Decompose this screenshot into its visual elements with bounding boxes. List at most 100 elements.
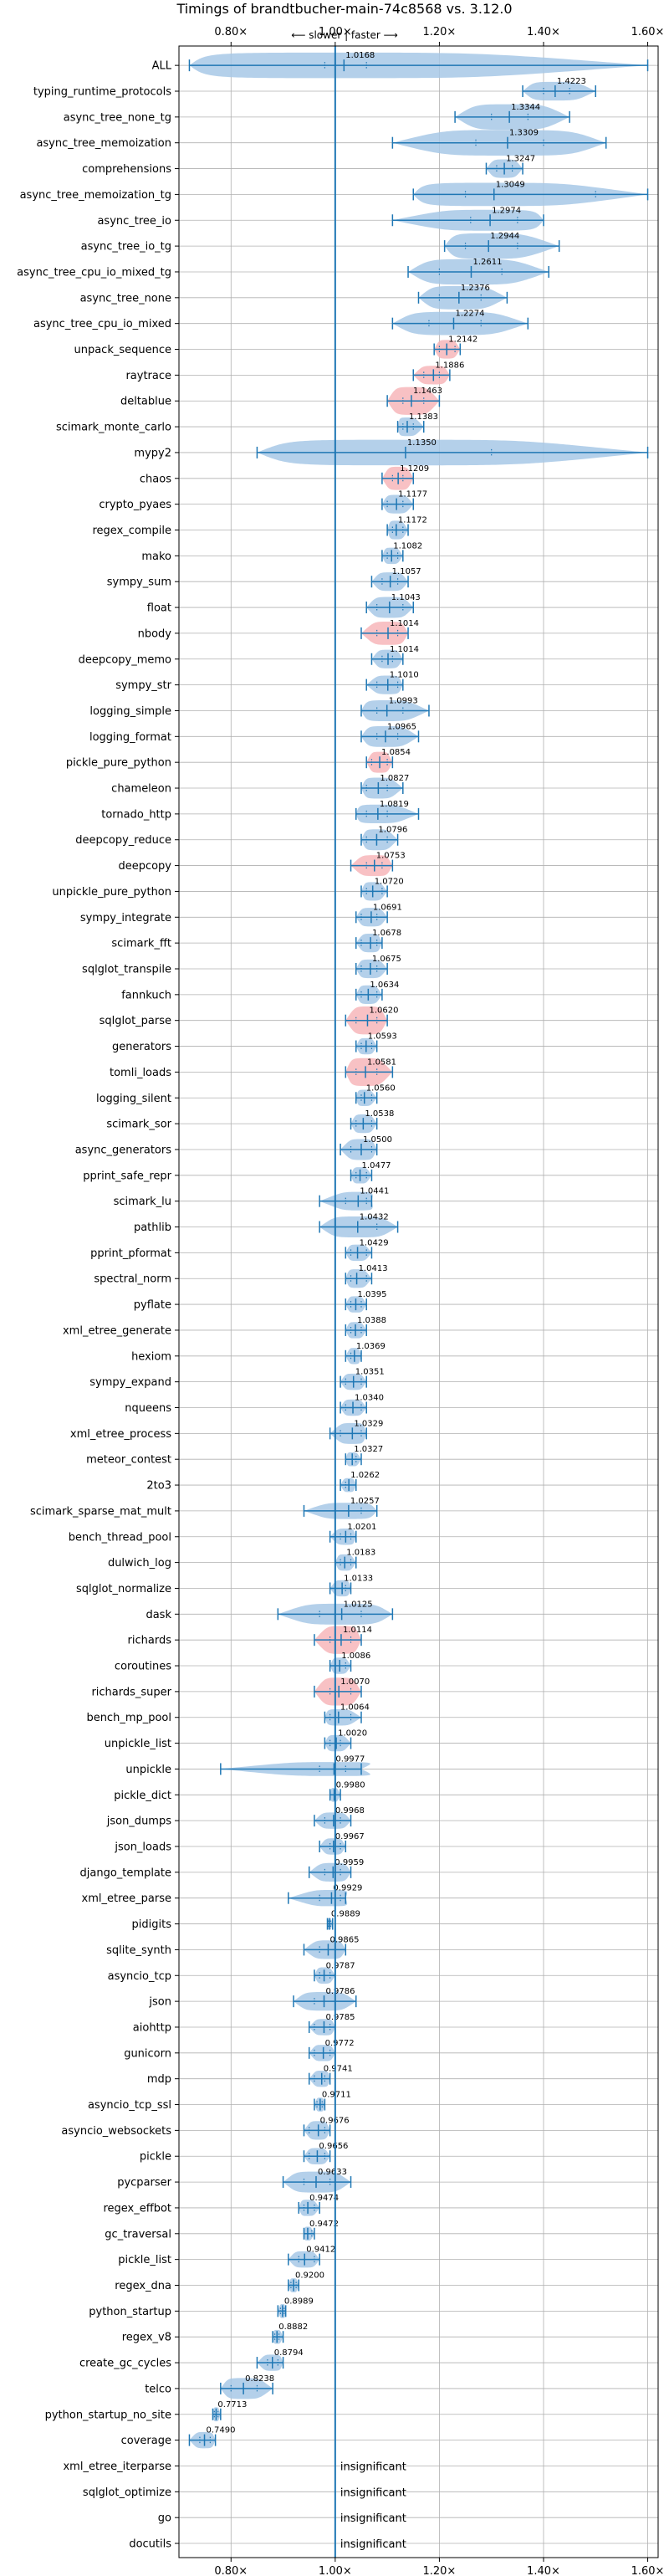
value-label: 0.9787 — [326, 1961, 355, 1970]
value-label: 1.3309 — [509, 129, 539, 138]
value-label: 0.9977 — [335, 1754, 365, 1764]
value-label: 1.0327 — [354, 1445, 383, 1454]
direction-label: ⟵ slower | faster ⟶ — [291, 29, 398, 41]
value-label: 0.8794 — [274, 2348, 304, 2358]
insignificant-note: insignificant — [340, 2538, 406, 2551]
benchmark-label: async_generators — [75, 1144, 172, 1156]
benchmark-label: sympy_sum — [107, 576, 171, 589]
benchmark-label: meteor_contest — [86, 1454, 171, 1467]
x-tick-label-bottom: 1.20× — [422, 2565, 456, 2576]
benchmark-label: nqueens — [125, 1402, 171, 1415]
value-label: 1.1014 — [390, 645, 419, 654]
benchmark-label: mdp — [147, 2073, 171, 2086]
value-label: 1.0329 — [354, 1419, 383, 1428]
value-label: 1.0070 — [340, 1677, 370, 1687]
value-label: 1.1463 — [413, 387, 442, 396]
benchmark-label: 2to3 — [146, 1480, 171, 1493]
benchmark-label: scimark_lu — [114, 1196, 171, 1208]
value-label: 1.0064 — [340, 1703, 370, 1713]
value-label: 1.0125 — [344, 1600, 373, 1609]
value-label: 0.9865 — [329, 1935, 359, 1944]
value-label: 1.0183 — [346, 1549, 375, 1558]
benchmark-label: sympy_expand — [89, 1376, 171, 1389]
benchmark-label: scimark_sor — [106, 1119, 171, 1131]
benchmark-label: pickle — [140, 2151, 171, 2164]
benchmark-label: unpack_sequence — [74, 344, 171, 356]
benchmark-label: json_dumps — [106, 1815, 171, 1828]
value-label: 1.0201 — [347, 1523, 376, 1532]
benchmark-label: dask — [146, 1609, 171, 1621]
value-label: 1.0388 — [357, 1316, 386, 1325]
benchmark-label: pycparser — [117, 2177, 171, 2189]
value-label: 1.2376 — [461, 284, 490, 293]
benchmark-label: asyncio_websockets — [61, 2125, 171, 2138]
benchmark-label: create_gc_cycles — [79, 2358, 171, 2370]
insignificant-note: insignificant — [340, 2486, 406, 2499]
benchmark-label: comprehensions — [82, 163, 171, 176]
benchmark-label: async_tree_memoization — [36, 137, 171, 150]
value-label: 1.0441 — [360, 1187, 389, 1196]
value-label: 1.0560 — [366, 1083, 396, 1093]
value-label: 1.0993 — [389, 696, 418, 705]
benchmark-label: unpickle — [125, 1764, 171, 1776]
value-label: 1.1350 — [407, 438, 437, 448]
value-label: 1.1383 — [409, 412, 438, 422]
benchmark-label: async_tree_io_tg — [81, 241, 171, 254]
benchmark-label: chaos — [140, 473, 171, 485]
value-label: 1.2611 — [472, 258, 502, 267]
benchmark-label: async_tree_io — [97, 215, 171, 228]
value-label: 1.1010 — [390, 671, 419, 680]
benchmark-label: pyflate — [134, 1299, 171, 1312]
value-label: 1.1177 — [398, 490, 427, 499]
value-label: 1.0395 — [357, 1290, 386, 1299]
value-label: 1.4223 — [557, 77, 586, 86]
value-label: 1.3049 — [496, 180, 525, 189]
value-label: 1.0593 — [368, 1032, 397, 1042]
benchmark-rows: ALL 1.0168 typing_runtime_protocols 1.4223 a… — [17, 46, 649, 2558]
x-tick-label-bottom: 1.40× — [527, 2565, 560, 2576]
benchmark-label: nbody — [138, 627, 172, 640]
benchmark-label: async_tree_cpu_io_mixed_tg — [17, 266, 171, 279]
benchmark-label: async_tree_none_tg — [64, 111, 171, 124]
benchmark-label: regex_effbot — [103, 2202, 171, 2215]
benchmark-label: docutils — [129, 2538, 171, 2551]
value-label: 1.0827 — [380, 774, 409, 783]
benchmark-label: sympy_str — [115, 679, 171, 692]
benchmark-label: asyncio_tcp — [108, 1970, 171, 1983]
benchmark-label: sqlglot_transpile — [82, 963, 171, 976]
value-label: 1.0262 — [350, 1471, 380, 1480]
value-label: 1.0340 — [355, 1393, 384, 1402]
benchmark-label: richards — [128, 1635, 172, 1647]
benchmark-label: ALL — [152, 60, 172, 73]
benchmark-label: aiohttp — [133, 2021, 171, 2034]
value-label: 1.0538 — [365, 1109, 394, 1119]
benchmark-label: regex_v8 — [122, 2332, 171, 2344]
value-label: 1.0581 — [367, 1058, 396, 1067]
value-label: 1.0351 — [355, 1368, 385, 1377]
benchmark-label: raytrace — [125, 370, 171, 382]
benchmark-label: sqlite_synth — [106, 1944, 171, 1957]
value-label: 1.0675 — [372, 955, 401, 964]
value-label: 1.0620 — [369, 1006, 398, 1016]
x-axis-ticks: 0.80× 0.80× 1.00× 1.00× 1.20× 1.20× 1.40× 1.40×… — [175, 26, 664, 2576]
benchmark-label: coverage — [121, 2435, 171, 2447]
x-tick-label-top: 1.40× — [527, 26, 560, 38]
benchmark-label: scimark_monte_carlo — [56, 422, 171, 434]
benchmark-label: hexiom — [131, 1350, 171, 1363]
benchmark-label: python_startup — [89, 2306, 171, 2318]
value-label: 0.8238 — [245, 2374, 274, 2384]
value-label: 1.2944 — [490, 232, 519, 241]
benchmark-label: mypy2 — [134, 447, 171, 459]
value-label: 0.9959 — [334, 1858, 364, 1867]
x-tick-label-top: 0.80× — [214, 26, 248, 38]
benchmark-label: async_tree_memoization_tg — [20, 189, 171, 202]
benchmark-label: bench_thread_pool — [69, 1531, 171, 1544]
value-label: 1.1172 — [398, 515, 427, 525]
benchmark-label: xml_etree_generate — [63, 1324, 171, 1337]
benchmark-label: logging_silent — [96, 1093, 171, 1105]
benchmark-label: deltablue — [120, 396, 171, 408]
value-label: 0.9968 — [335, 1806, 365, 1815]
value-label: 0.8882 — [278, 2322, 308, 2332]
benchmark-label: generators — [112, 1041, 171, 1053]
benchmark-label: richards_super — [91, 1686, 171, 1698]
